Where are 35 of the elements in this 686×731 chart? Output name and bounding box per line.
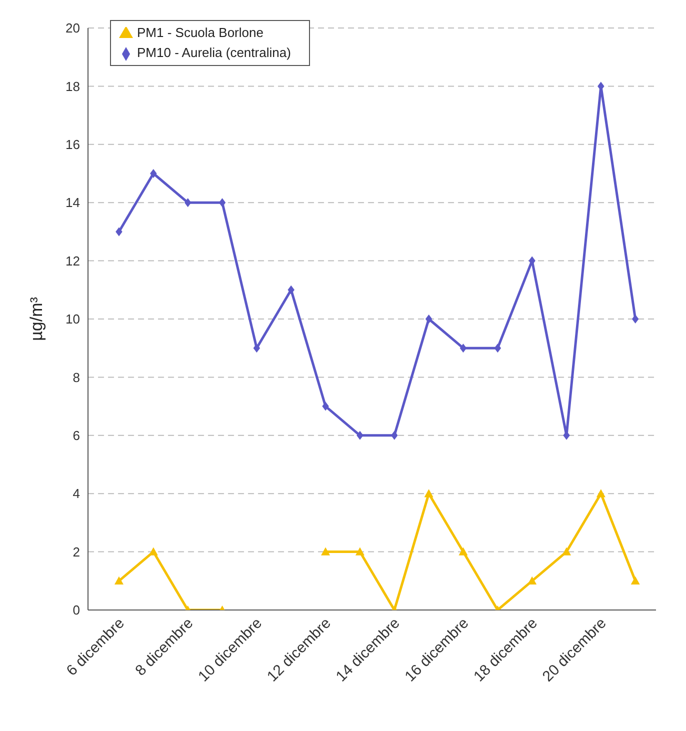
y-tick-label: 12 [66, 253, 80, 268]
point [253, 344, 260, 353]
point [116, 227, 122, 236]
legend-label: PM10 - Aurelia (centralina) [137, 45, 291, 60]
point [356, 430, 364, 440]
y-tick-label: 18 [66, 78, 80, 94]
point [218, 198, 226, 208]
point [528, 576, 537, 584]
point [322, 402, 329, 411]
point [458, 547, 468, 556]
point [632, 314, 639, 324]
point [321, 547, 330, 556]
point [355, 547, 364, 556]
point [114, 576, 124, 584]
point [425, 314, 432, 324]
point [184, 198, 192, 208]
y-axis-title: µg/m³ [27, 296, 46, 341]
y-tick-label: 6 [72, 428, 80, 444]
point [288, 285, 294, 294]
point [460, 344, 467, 353]
y-tick-label: 20 [66, 20, 80, 36]
y-tick-label: 4 [72, 486, 80, 502]
point [424, 489, 434, 498]
point [391, 430, 398, 440]
y-tick-label: 8 [72, 370, 80, 385]
point [630, 576, 640, 584]
y-tick-label: 16 [66, 137, 80, 152]
point [596, 489, 606, 498]
point [150, 169, 157, 178]
legend-label: PM1 - Scuola Borlone [137, 25, 264, 40]
y-tick-label: 14 [66, 195, 80, 210]
y-tick-label: 0 [72, 602, 80, 618]
y-tick-label: 10 [66, 312, 80, 327]
point [494, 344, 502, 353]
y-tick-label: 2 [72, 544, 80, 560]
